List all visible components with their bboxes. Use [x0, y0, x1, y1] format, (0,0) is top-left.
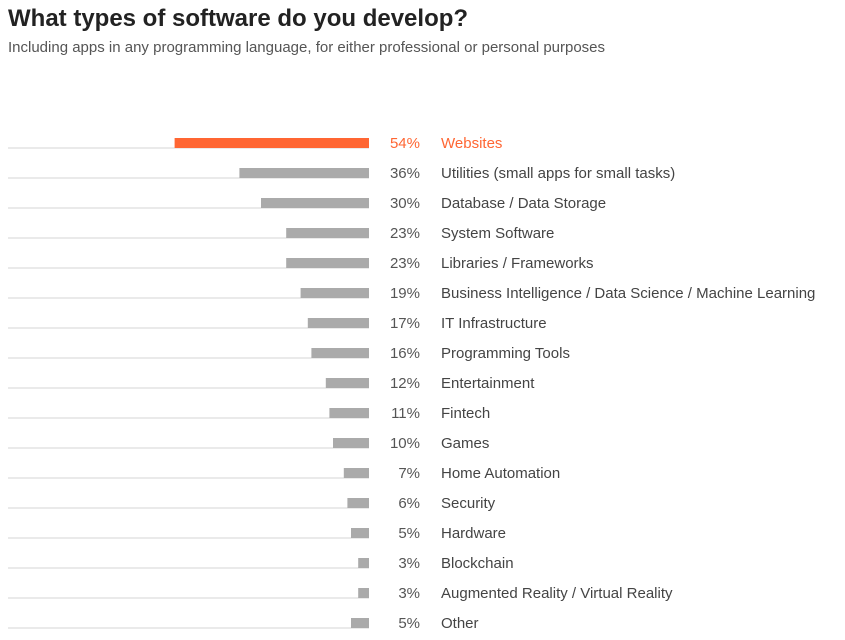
bar [311, 348, 369, 358]
value-label: 23% [390, 225, 420, 242]
category-label: Libraries / Frameworks [441, 255, 594, 272]
category-label: Blockchain [441, 555, 514, 572]
bar [307, 318, 369, 328]
bar [261, 198, 369, 208]
category-label: Security [441, 495, 496, 512]
category-label: Websites [441, 135, 502, 152]
bar [347, 498, 369, 508]
category-label: Fintech [441, 405, 490, 422]
value-label: 36% [390, 165, 420, 182]
value-label: 23% [390, 255, 420, 272]
bar [351, 618, 369, 628]
value-label: 10% [390, 435, 420, 452]
bar [174, 138, 369, 148]
category-label: Games [441, 435, 489, 452]
category-label: System Software [441, 225, 554, 242]
bar [286, 228, 369, 238]
category-label: Programming Tools [441, 345, 570, 362]
bar [358, 558, 369, 568]
category-label: Utilities (small apps for small tasks) [441, 165, 675, 182]
bar [333, 438, 369, 448]
category-label: Home Automation [441, 465, 560, 482]
bar [343, 468, 369, 478]
bar [286, 258, 369, 268]
category-label: Hardware [441, 525, 506, 542]
bar [329, 408, 369, 418]
value-label: 7% [398, 465, 420, 482]
category-label: IT Infrastructure [441, 315, 547, 332]
bar [351, 528, 369, 538]
value-label: 5% [398, 615, 420, 632]
value-label: 5% [398, 525, 420, 542]
bar [300, 288, 369, 298]
bar [239, 168, 369, 178]
chart-subtitle: Including apps in any programming langua… [8, 39, 606, 56]
value-label: 54% [390, 135, 420, 152]
category-label: Augmented Reality / Virtual Reality [441, 585, 673, 602]
bar [358, 588, 369, 598]
value-label: 16% [390, 345, 420, 362]
category-label: Entertainment [441, 375, 535, 392]
value-label: 3% [398, 585, 420, 602]
bar [325, 378, 369, 388]
value-label: 30% [390, 195, 420, 212]
chart-title: What types of software do you develop? [8, 5, 469, 32]
value-label: 19% [390, 285, 420, 302]
category-label: Business Intelligence / Data Science / M… [441, 285, 815, 302]
category-label: Database / Data Storage [441, 195, 606, 212]
value-label: 6% [398, 495, 420, 512]
category-label: Other [441, 615, 479, 632]
value-label: 17% [390, 315, 420, 332]
value-label: 12% [390, 375, 420, 392]
value-label: 11% [391, 405, 420, 422]
value-label: 3% [398, 555, 420, 572]
